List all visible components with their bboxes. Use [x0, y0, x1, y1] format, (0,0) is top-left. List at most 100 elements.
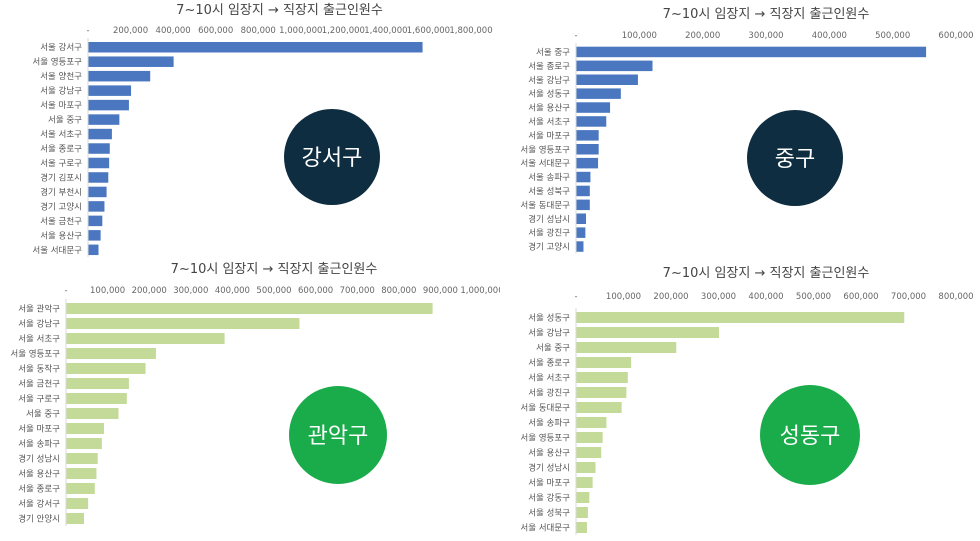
- x-tick-label: 100,000: [622, 31, 657, 41]
- bar: [66, 393, 127, 404]
- category-label: 서울 용산구: [18, 469, 60, 480]
- chart-panel-1: 7~10시 임장지 → 직장지 출근인원수 - 200,000 400,000 600,…: [32, 3, 493, 258]
- category-label: 서울 송파구: [18, 440, 60, 450]
- bar: [576, 327, 719, 338]
- bar: [88, 56, 174, 67]
- category-label: 서울 성동구: [528, 314, 570, 324]
- category-label: 서울 송파구: [528, 173, 570, 183]
- district-badge: [760, 385, 860, 485]
- bar: [88, 215, 103, 227]
- category-label: 서울 마포구: [18, 425, 60, 435]
- category-label: 서울 서대문구: [520, 159, 570, 169]
- district-badge: [289, 386, 387, 484]
- chart-panel-2: 7~10시 임장지 → 직장지 출근인원수 - 100,000 200,000 300,…: [520, 7, 974, 254]
- bar: [576, 116, 607, 127]
- x-tick-label: 100,000: [90, 286, 125, 296]
- bar: [66, 423, 104, 434]
- x-tick-label: 600,000: [298, 286, 333, 296]
- x-tick-label: -: [64, 286, 67, 296]
- chart-title: 7~10시 임장지 → 직장지 출근인원수: [663, 266, 870, 281]
- bar: [88, 128, 112, 140]
- category-label: 서울 중구: [536, 48, 570, 58]
- bar: [576, 227, 586, 238]
- bar: [576, 241, 584, 252]
- bar: [66, 453, 98, 464]
- x-tick-label: 300,000: [173, 286, 208, 296]
- x-tick-label: 1,000,000: [460, 286, 500, 296]
- district-badge-label: 관악구: [308, 424, 369, 449]
- chart-panel-4: 7~10시 임장지 → 직장지 출근인원수 - 100,000 200,000 300,…: [520, 266, 974, 535]
- category-label: 서울 마포구: [528, 131, 570, 141]
- x-tick-label: 800,000: [241, 26, 276, 36]
- chart-title: 7~10시 임장지 → 직장지 출근인원수: [171, 262, 378, 277]
- category-label: 서울 금천구: [18, 379, 60, 390]
- category-label: 서울 서초구: [528, 374, 570, 384]
- chart-title: 7~10시 임장지 → 직장지 출근인원수: [663, 7, 870, 22]
- category-label: 서울 관악구: [18, 304, 60, 315]
- category-label: 서울 영등포구: [520, 144, 570, 155]
- x-tick-label: 400,000: [215, 286, 250, 296]
- category-label: 서울 영등포구: [10, 349, 60, 360]
- category-label: 서울 성북구: [528, 187, 570, 197]
- bar: [88, 230, 101, 241]
- category-label: 서울 서초구: [18, 335, 60, 345]
- category-label: 경기 성남시: [528, 214, 570, 225]
- x-tick-label: 700,000: [891, 292, 926, 302]
- x-tick-label: 600,000: [938, 31, 973, 41]
- x-tick-label: 1,000,000: [279, 26, 322, 36]
- bar: [66, 303, 433, 314]
- category-label: 서울 영등포구: [520, 433, 570, 444]
- x-tick-label: 200,000: [653, 292, 688, 302]
- bar: [66, 408, 119, 419]
- category-label: 서울 중구: [48, 116, 82, 126]
- chart-title: 7~10시 임장지 → 직장지 출근인원수: [176, 3, 383, 18]
- bar: [576, 130, 599, 141]
- category-label: 서울 금천구: [40, 216, 82, 227]
- bar: [576, 213, 586, 224]
- category-label: 서울 송파구: [528, 419, 570, 429]
- x-tick-label: 100,000: [606, 292, 641, 302]
- category-label: 서울 광진구: [528, 388, 570, 399]
- bar: [66, 378, 129, 389]
- bar: [88, 70, 151, 82]
- x-tick-label: 200,000: [685, 31, 720, 41]
- bar: [88, 143, 110, 154]
- bar: [88, 157, 110, 169]
- district-badge: [284, 109, 380, 205]
- category-label: 서울 서대문구: [32, 246, 82, 256]
- x-tick-label: 1,800,000: [449, 26, 492, 36]
- category-label: 서울 서초구: [40, 130, 82, 140]
- x-tick-label: 400,000: [748, 292, 783, 302]
- x-tick-label: 700,000: [340, 286, 375, 296]
- bar: [66, 348, 156, 359]
- category-label: 서울 마포구: [40, 101, 82, 111]
- bar: [576, 144, 599, 155]
- category-label: 서울 강남구: [528, 328, 570, 339]
- bar: [576, 492, 590, 503]
- category-label: 서울 동작구: [18, 364, 60, 375]
- district-badge-label: 강서구: [302, 146, 363, 171]
- category-label: 경기 성남시: [528, 463, 570, 474]
- bar: [576, 432, 603, 443]
- x-tick-label: 500,000: [875, 31, 910, 41]
- category-label: 경기 성남시: [18, 454, 60, 465]
- bar: [576, 372, 628, 383]
- district-badge: [747, 110, 843, 206]
- bar: [88, 41, 423, 53]
- category-label: 서울 강서구: [40, 42, 82, 53]
- bar: [576, 522, 587, 533]
- bar: [576, 477, 593, 488]
- category-label: 서울 중구: [536, 344, 570, 354]
- bar: [576, 462, 596, 473]
- category-label: 서울 강남구: [18, 319, 60, 330]
- category-label: 서울 강남구: [528, 75, 570, 86]
- category-label: 서울 중구: [26, 410, 60, 420]
- category-label: 경기 부천시: [40, 187, 82, 198]
- x-tick-label: -: [574, 292, 577, 302]
- category-label: 경기 김포시: [40, 172, 82, 183]
- category-label: 서울 종로구: [528, 62, 570, 72]
- x-tick-label: 200,000: [113, 26, 148, 36]
- x-tick-label: -: [86, 26, 89, 36]
- x-tick-label: 400,000: [812, 31, 847, 41]
